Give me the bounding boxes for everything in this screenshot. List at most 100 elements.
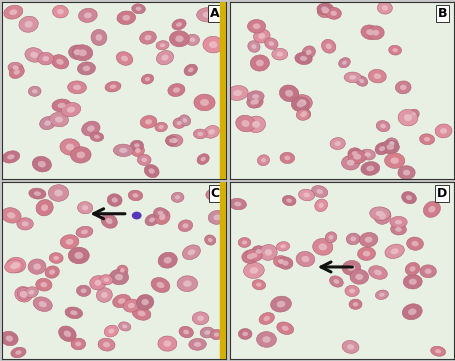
Ellipse shape (341, 156, 359, 170)
Ellipse shape (329, 138, 344, 149)
Ellipse shape (268, 41, 273, 46)
Ellipse shape (320, 6, 327, 11)
Ellipse shape (298, 108, 310, 119)
Ellipse shape (116, 11, 135, 25)
Ellipse shape (78, 8, 97, 22)
Ellipse shape (158, 125, 163, 129)
Ellipse shape (360, 162, 379, 175)
Ellipse shape (271, 48, 287, 60)
Ellipse shape (34, 191, 41, 196)
Ellipse shape (299, 56, 307, 61)
Ellipse shape (71, 147, 91, 163)
Ellipse shape (130, 140, 143, 151)
Ellipse shape (369, 207, 389, 221)
Ellipse shape (136, 295, 153, 310)
Ellipse shape (276, 242, 289, 251)
Ellipse shape (25, 21, 33, 28)
Ellipse shape (182, 223, 188, 228)
Ellipse shape (390, 224, 405, 235)
Ellipse shape (52, 5, 68, 18)
Ellipse shape (349, 288, 354, 293)
Ellipse shape (303, 192, 309, 197)
Ellipse shape (301, 111, 306, 116)
Ellipse shape (358, 79, 364, 83)
Ellipse shape (15, 287, 32, 302)
Ellipse shape (197, 154, 209, 165)
Ellipse shape (365, 166, 374, 171)
Ellipse shape (208, 129, 214, 135)
Ellipse shape (247, 91, 263, 102)
Ellipse shape (44, 120, 51, 126)
Ellipse shape (109, 84, 116, 89)
Ellipse shape (366, 26, 384, 40)
Ellipse shape (392, 48, 397, 52)
Ellipse shape (21, 291, 27, 296)
Ellipse shape (40, 117, 56, 130)
Ellipse shape (384, 244, 404, 258)
Ellipse shape (311, 186, 327, 197)
Ellipse shape (264, 249, 272, 256)
Ellipse shape (318, 243, 326, 251)
Ellipse shape (196, 8, 217, 22)
Ellipse shape (354, 76, 367, 86)
Ellipse shape (281, 326, 288, 331)
Ellipse shape (141, 157, 147, 162)
Bar (220, 2, 226, 179)
Text: C: C (210, 187, 219, 200)
Bar (220, 182, 226, 359)
Ellipse shape (390, 248, 398, 255)
Ellipse shape (111, 197, 117, 203)
Ellipse shape (113, 144, 133, 157)
Ellipse shape (424, 269, 430, 274)
Ellipse shape (399, 85, 406, 90)
Ellipse shape (256, 332, 276, 347)
Ellipse shape (20, 291, 27, 297)
Ellipse shape (347, 148, 361, 159)
Ellipse shape (0, 331, 18, 346)
Ellipse shape (349, 75, 355, 80)
Ellipse shape (373, 208, 390, 224)
Ellipse shape (238, 238, 250, 247)
Ellipse shape (39, 301, 46, 307)
Ellipse shape (90, 275, 106, 290)
Ellipse shape (29, 188, 46, 199)
Ellipse shape (427, 206, 435, 213)
Ellipse shape (169, 139, 174, 143)
Ellipse shape (227, 86, 248, 100)
Ellipse shape (175, 195, 180, 199)
Ellipse shape (246, 254, 253, 260)
Ellipse shape (262, 336, 270, 343)
Ellipse shape (65, 307, 82, 319)
Ellipse shape (333, 279, 339, 284)
Ellipse shape (384, 138, 397, 149)
Ellipse shape (257, 155, 269, 166)
Ellipse shape (144, 165, 159, 178)
Ellipse shape (434, 349, 440, 353)
Ellipse shape (156, 51, 173, 65)
Ellipse shape (189, 38, 195, 42)
Ellipse shape (419, 134, 434, 145)
Ellipse shape (1, 208, 21, 223)
Ellipse shape (172, 118, 185, 129)
Ellipse shape (66, 239, 73, 245)
Ellipse shape (344, 72, 360, 83)
Ellipse shape (76, 285, 91, 296)
Ellipse shape (279, 85, 298, 102)
Ellipse shape (419, 265, 435, 278)
Ellipse shape (132, 193, 138, 198)
Ellipse shape (207, 238, 212, 242)
Ellipse shape (15, 350, 21, 355)
Ellipse shape (264, 38, 278, 49)
Ellipse shape (137, 154, 151, 165)
Ellipse shape (42, 56, 49, 61)
Ellipse shape (298, 189, 314, 201)
Ellipse shape (11, 347, 26, 358)
Ellipse shape (192, 312, 208, 325)
Ellipse shape (100, 275, 113, 285)
Ellipse shape (284, 90, 293, 97)
Ellipse shape (349, 236, 355, 242)
Ellipse shape (49, 253, 63, 264)
Ellipse shape (81, 288, 86, 293)
Ellipse shape (25, 48, 43, 62)
Ellipse shape (325, 7, 341, 19)
